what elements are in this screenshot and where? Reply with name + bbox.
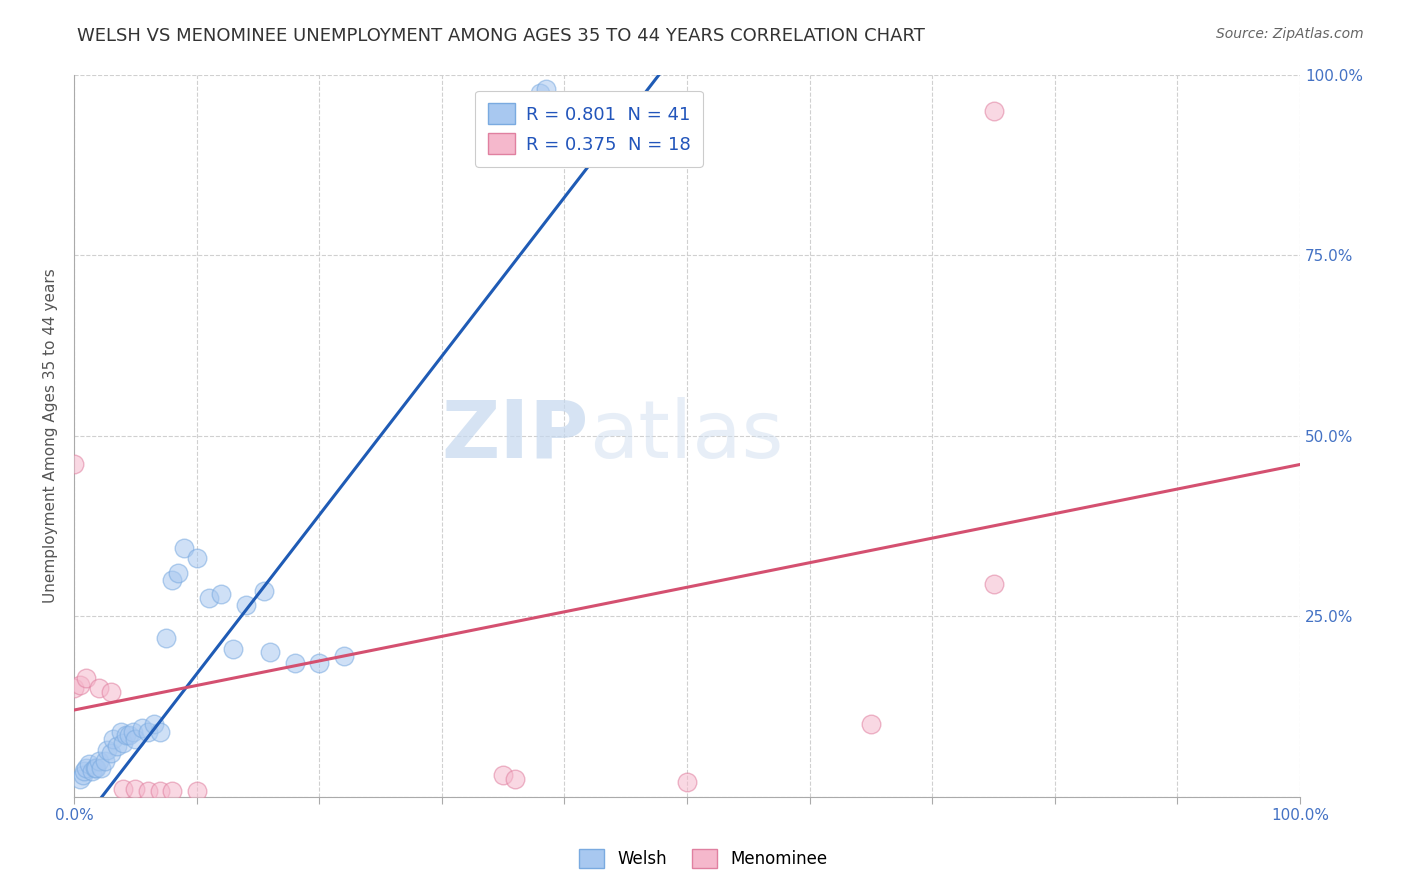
Point bbox=[186, 551, 208, 566]
Point bbox=[983, 576, 1005, 591]
Text: atlas: atlas bbox=[589, 397, 783, 475]
Point bbox=[112, 735, 135, 749]
Text: WELSH VS MENOMINEE UNEMPLOYMENT AMONG AGES 35 TO 44 YEARS CORRELATION CHART: WELSH VS MENOMINEE UNEMPLOYMENT AMONG AG… bbox=[77, 27, 925, 45]
Point bbox=[534, 82, 557, 96]
Point bbox=[209, 587, 232, 601]
Point bbox=[529, 86, 551, 100]
Point bbox=[63, 458, 86, 472]
Point bbox=[75, 761, 97, 775]
Point bbox=[69, 678, 91, 692]
Point bbox=[186, 784, 208, 798]
Legend: R = 0.801  N = 41, R = 0.375  N = 18: R = 0.801 N = 41, R = 0.375 N = 18 bbox=[475, 91, 703, 167]
Point bbox=[105, 739, 128, 753]
Point bbox=[160, 784, 183, 798]
Point bbox=[173, 541, 195, 555]
Text: ZIP: ZIP bbox=[441, 397, 589, 475]
Point bbox=[69, 772, 91, 786]
Point bbox=[222, 641, 245, 656]
Point bbox=[136, 724, 159, 739]
Point bbox=[155, 631, 177, 645]
Point bbox=[96, 743, 118, 757]
Point bbox=[124, 731, 146, 746]
Point bbox=[82, 764, 104, 779]
Point bbox=[77, 757, 100, 772]
Point bbox=[103, 731, 125, 746]
Point bbox=[284, 656, 307, 670]
Y-axis label: Unemployment Among Ages 35 to 44 years: Unemployment Among Ages 35 to 44 years bbox=[44, 268, 58, 603]
Point bbox=[505, 772, 527, 786]
Point bbox=[124, 782, 146, 797]
Point bbox=[75, 671, 97, 685]
Point bbox=[72, 768, 94, 782]
Text: Source: ZipAtlas.com: Source: ZipAtlas.com bbox=[1216, 27, 1364, 41]
Point bbox=[308, 656, 330, 670]
Point bbox=[149, 724, 172, 739]
Point bbox=[90, 761, 112, 775]
Point bbox=[167, 566, 190, 580]
Point bbox=[110, 724, 132, 739]
Point bbox=[142, 717, 165, 731]
Legend: Welsh, Menominee: Welsh, Menominee bbox=[572, 842, 834, 875]
Point bbox=[100, 685, 122, 699]
Point bbox=[333, 648, 356, 663]
Point bbox=[73, 764, 96, 779]
Point bbox=[859, 717, 882, 731]
Point bbox=[198, 591, 221, 605]
Point bbox=[983, 103, 1005, 118]
Point bbox=[87, 681, 110, 696]
Point bbox=[122, 724, 145, 739]
Point bbox=[131, 721, 153, 735]
Point bbox=[84, 761, 107, 775]
Point bbox=[259, 645, 281, 659]
Point bbox=[114, 728, 136, 742]
Point bbox=[136, 784, 159, 798]
Point bbox=[100, 747, 122, 761]
Point bbox=[93, 754, 115, 768]
Point bbox=[118, 728, 141, 742]
Point bbox=[160, 573, 183, 587]
Point bbox=[63, 681, 86, 696]
Point bbox=[492, 768, 515, 782]
Point bbox=[149, 784, 172, 798]
Point bbox=[253, 583, 276, 598]
Point bbox=[87, 754, 110, 768]
Point bbox=[235, 599, 257, 613]
Point bbox=[84, 761, 107, 775]
Point bbox=[112, 782, 135, 797]
Point bbox=[676, 775, 699, 789]
